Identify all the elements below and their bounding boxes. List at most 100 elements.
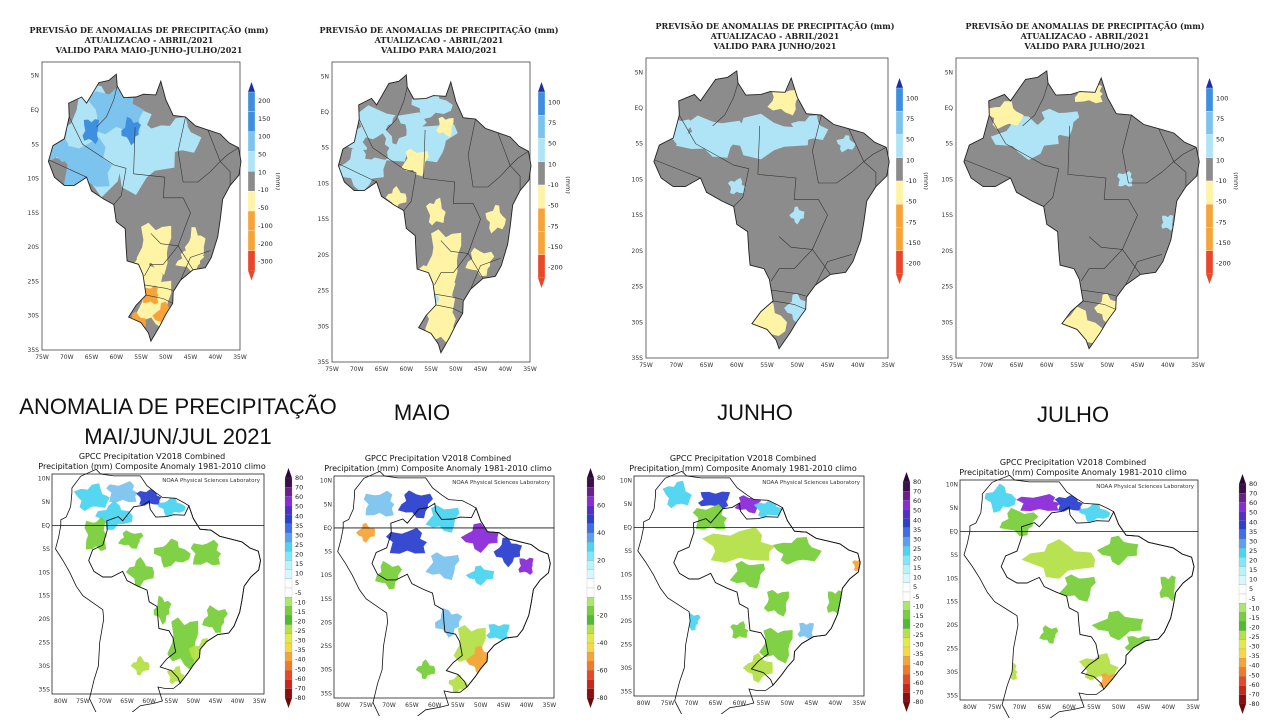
lon-label: 65W: [1038, 704, 1052, 711]
anomaly-patch: [92, 107, 175, 195]
colorbar-segment: [586, 679, 595, 689]
lon-label: 45W: [805, 700, 819, 707]
colorbar-segment: [902, 582, 911, 593]
colorbar-segment: [247, 91, 256, 112]
colorbar-segment: [895, 157, 904, 182]
colorbar-label: -50: [258, 204, 269, 212]
colorbar-segment: [1238, 612, 1247, 622]
colorbar-label: -10: [906, 177, 917, 185]
colorbar-label: 40: [913, 516, 921, 524]
colorbar-top-arrow: [538, 82, 545, 92]
gpcc-title-line2: Precipitation (mm) Composite Anomaly 198…: [629, 464, 857, 473]
lat-label: 25S: [942, 284, 954, 291]
anomaly-patch: [435, 608, 463, 638]
gpcc-title-line1: GPCC Precipitation V2018 Combined: [78, 452, 226, 461]
colorbar-label: 30: [913, 535, 921, 543]
colorbar-label: -25: [1249, 633, 1260, 641]
lon-label: 35W: [523, 366, 537, 373]
lat-label: 5N: [42, 499, 50, 506]
colorbar-segment: [247, 171, 256, 192]
colorbar-segment: [586, 505, 595, 515]
colorbar-label: 100: [906, 94, 918, 102]
colorbar-label: -50: [295, 665, 306, 673]
colorbar-segment: [284, 505, 293, 515]
colorbar-label: -40: [597, 639, 608, 647]
lon-label: 35W: [881, 362, 895, 369]
anomaly-patch: [118, 530, 144, 549]
colorbar-label: -300: [258, 258, 273, 266]
forecast-title-line3: VALIDO PARA JULHO/2021: [1024, 41, 1146, 51]
colorbar-segment: [1205, 204, 1214, 228]
colorbar-label: -50: [548, 202, 559, 210]
lat-label: EQ: [323, 525, 332, 532]
forecast-title-line3: VALIDO PARA JUNHO/2021: [713, 41, 837, 51]
anomaly-patch: [202, 605, 228, 633]
lon-label: 40W: [851, 362, 865, 369]
lat-label: 20S: [621, 618, 633, 625]
colorbar-segment: [247, 151, 256, 172]
lon-label: 70W: [350, 366, 364, 373]
colorbar-segment: [1238, 603, 1247, 613]
colorbar-segment: [1238, 520, 1247, 530]
lon-label: 65W: [120, 698, 134, 705]
anomaly-field: [356, 490, 534, 694]
colorbar-segment: [247, 111, 256, 132]
anomaly-field: [338, 74, 531, 353]
lat-label: 5N: [635, 69, 643, 76]
lat-label: 25S: [947, 646, 959, 653]
lon-label: 55W: [757, 700, 771, 707]
lat-label: 15S: [28, 210, 40, 217]
lat-label: 5S: [624, 548, 632, 555]
state-border: [467, 253, 484, 279]
colorbar-label: -150: [1216, 239, 1231, 247]
lat-label: 15S: [621, 595, 633, 602]
anomaly-patch: [465, 247, 495, 276]
colorbar-label: 80: [1249, 480, 1257, 488]
anomaly-patch: [763, 589, 789, 617]
anomaly-patch: [411, 89, 453, 120]
lon-label: 50W: [474, 702, 488, 709]
colorbar-label: 5: [1249, 585, 1253, 593]
colorbar-segment: [1205, 111, 1214, 135]
state-border: [654, 159, 701, 179]
lon-label: 65W: [700, 362, 714, 369]
lat-label: EQ: [320, 109, 329, 116]
colorbar-label: 75: [1216, 115, 1224, 123]
colorbar-segment: [902, 555, 911, 565]
forecast-title-line2: ATUALIZACAO - ABRIL/2021: [710, 31, 840, 41]
state-border: [812, 249, 831, 275]
colorbar-label: -15: [295, 608, 306, 616]
colorbar-segment: [895, 227, 904, 251]
colorbar-label: 10: [1216, 156, 1224, 164]
colorbar-label: -80: [1249, 700, 1260, 708]
lat-label: 5S: [42, 546, 50, 553]
colorbar-segment: [902, 573, 911, 583]
colorbar-segment: [284, 615, 293, 625]
colorbar-unit: (mm): [922, 172, 928, 190]
colorbar-label: -5: [913, 593, 919, 601]
colorbar-label: 50: [548, 140, 556, 148]
colorbar-label: 70: [1249, 490, 1257, 498]
lat-label: 30S: [39, 663, 51, 670]
colorbar-segment: [586, 487, 595, 497]
caption-main-line1: ANOMALIA DE PRECIPITAÇÃO: [19, 394, 337, 419]
colorbar-segment: [895, 250, 904, 275]
state-border: [386, 86, 408, 131]
colorbar-segment: [1238, 529, 1247, 540]
lat-label: 5N: [321, 73, 329, 80]
colorbar-label: -80: [295, 694, 306, 702]
lon-label: 65W: [709, 700, 723, 707]
lat-label: 10S: [28, 176, 40, 183]
lat-label: 30S: [318, 323, 330, 330]
colorbar-label: 15: [1249, 566, 1257, 574]
colorbar-label: -10: [295, 598, 306, 606]
anomaly-patch: [1078, 653, 1119, 681]
lon-label: 70W: [979, 362, 993, 369]
colorbar-label: 5: [913, 583, 917, 591]
colorbar-label: -50: [906, 198, 917, 206]
anomaly-patch: [415, 659, 436, 680]
anomaly-patch: [153, 595, 172, 625]
anomaly-patch: [82, 119, 100, 145]
colorbar-segment: [284, 560, 293, 570]
anomaly-patch: [356, 522, 376, 543]
